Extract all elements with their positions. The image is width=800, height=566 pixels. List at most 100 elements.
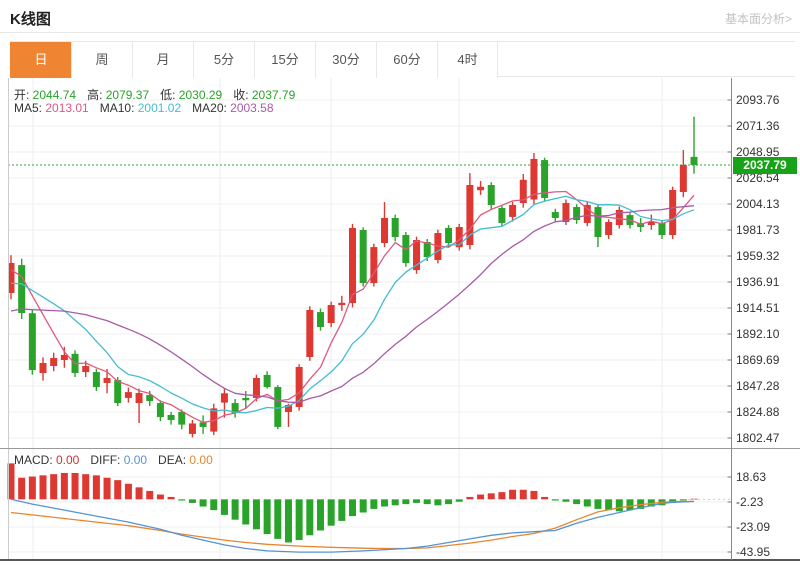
- macd-bar: [242, 499, 250, 525]
- candle: [295, 366, 303, 407]
- macd-bar: [252, 499, 260, 530]
- candle: [220, 393, 228, 403]
- tab-month[interactable]: 月: [132, 42, 193, 78]
- candle: [327, 304, 335, 323]
- axis-label: 1981.73: [736, 223, 780, 237]
- axis-label: 1802.47: [736, 431, 780, 445]
- candle: [413, 240, 421, 271]
- macd-bar: [167, 496, 175, 500]
- candle: [274, 387, 282, 427]
- candle: [359, 230, 367, 284]
- macd-bar: [477, 494, 485, 500]
- macd-bar: [210, 499, 218, 511]
- macd-bar: [573, 499, 581, 505]
- tab-day[interactable]: 日: [10, 42, 71, 78]
- macd-bar: [626, 499, 634, 511]
- candle: [445, 227, 453, 244]
- macd-bar: [284, 499, 292, 543]
- candle: [135, 393, 143, 404]
- candle: [263, 374, 271, 388]
- candle: [551, 212, 559, 218]
- axis-label: 1892.10: [736, 327, 780, 341]
- macd-bar: [103, 477, 111, 500]
- candle: [114, 380, 122, 404]
- macd-bar: [220, 499, 228, 515]
- diff-line: [10, 498, 695, 553]
- axis-label: 2026.54: [736, 171, 780, 185]
- candle: [669, 189, 677, 236]
- macd-lines: [10, 498, 732, 553]
- macd-bar: [551, 499, 559, 501]
- ma20-value: MA20: 2003.58: [192, 101, 274, 115]
- macd-bar: [156, 494, 164, 500]
- macd-bar: [583, 499, 591, 507]
- candle: [381, 217, 389, 244]
- macd-bar: [349, 499, 357, 517]
- candle: [530, 158, 538, 200]
- macd-bar: [423, 499, 431, 505]
- axis-label: 2093.76: [736, 93, 780, 107]
- candle: [231, 403, 239, 414]
- macd-value: MACD: 0.00: [14, 453, 80, 467]
- macd-bar: [594, 499, 602, 509]
- candle: [156, 403, 164, 418]
- macd-bar: [519, 489, 527, 500]
- candle: [583, 204, 591, 223]
- axis-label: 18.63: [736, 470, 766, 484]
- macd-bar: [509, 489, 517, 500]
- tab-4hour[interactable]: 4时: [437, 42, 498, 78]
- macd-bar: [199, 499, 207, 507]
- candle: [60, 354, 68, 360]
- macd-bar: [434, 499, 442, 506]
- tab-5min[interactable]: 5分: [193, 42, 254, 78]
- macd-bar: [188, 499, 196, 503]
- tab-15min[interactable]: 15分: [254, 42, 315, 78]
- candle: [242, 397, 250, 401]
- candle: [562, 202, 570, 223]
- dea-value: DEA: 0.00: [158, 453, 213, 467]
- low-value: 低: 2030.29: [160, 88, 223, 102]
- candle: [487, 185, 495, 205]
- candle: [541, 160, 549, 199]
- macd-bar: [263, 499, 271, 535]
- tab-30min[interactable]: 30分: [315, 42, 376, 78]
- candle: [647, 221, 655, 226]
- macd-bar: [530, 490, 538, 500]
- diff-value: DIFF: 0.00: [90, 453, 148, 467]
- macd-bar: [402, 499, 410, 505]
- candle: [615, 209, 623, 226]
- candle: [338, 302, 346, 306]
- axis-layer: 2093.76 2071.36 2048.95 2026.54 2004.13 1981.…: [0, 78, 800, 561]
- close-value: 收: 2037.79: [233, 88, 296, 102]
- candle: [39, 363, 47, 373]
- candle: [167, 414, 175, 420]
- candle: [455, 227, 463, 248]
- interval-tab-bar: 日周月 5分 15分 30分 60分 4时: [10, 41, 795, 78]
- macd-bar: [82, 474, 90, 500]
- candle: [509, 204, 517, 217]
- ma10-value: MA10: 2001.02: [99, 101, 182, 115]
- ohlc-info-row: 开: 2044.74 高: 2079.37 低: 2030.29 收: 2037.79: [14, 86, 306, 103]
- candle: [18, 265, 26, 313]
- ma5-line: [10, 190, 695, 424]
- candle: [391, 217, 399, 237]
- tab-60min[interactable]: 60分: [376, 42, 437, 78]
- macd-bar: [359, 499, 367, 513]
- macd-bar: [92, 475, 100, 500]
- axis-label: 2048.95: [736, 145, 780, 159]
- candle: [8, 262, 15, 294]
- macd-bar: [231, 499, 239, 520]
- candle: [252, 377, 260, 398]
- fundamental-analysis-link[interactable]: 基本面分析>: [724, 12, 792, 26]
- ma5-value: MA5: 2013.01: [14, 101, 89, 115]
- macd-bar: [466, 496, 474, 500]
- widget-header: K线图 基本面分析>: [0, 0, 800, 33]
- macd-bar: [445, 499, 453, 505]
- axis-label: 1847.28: [736, 379, 780, 393]
- candle: [594, 207, 602, 237]
- ma-lines-layer: [10, 190, 695, 424]
- axis-label: 1936.91: [736, 275, 780, 289]
- tab-week[interactable]: 周: [71, 42, 132, 78]
